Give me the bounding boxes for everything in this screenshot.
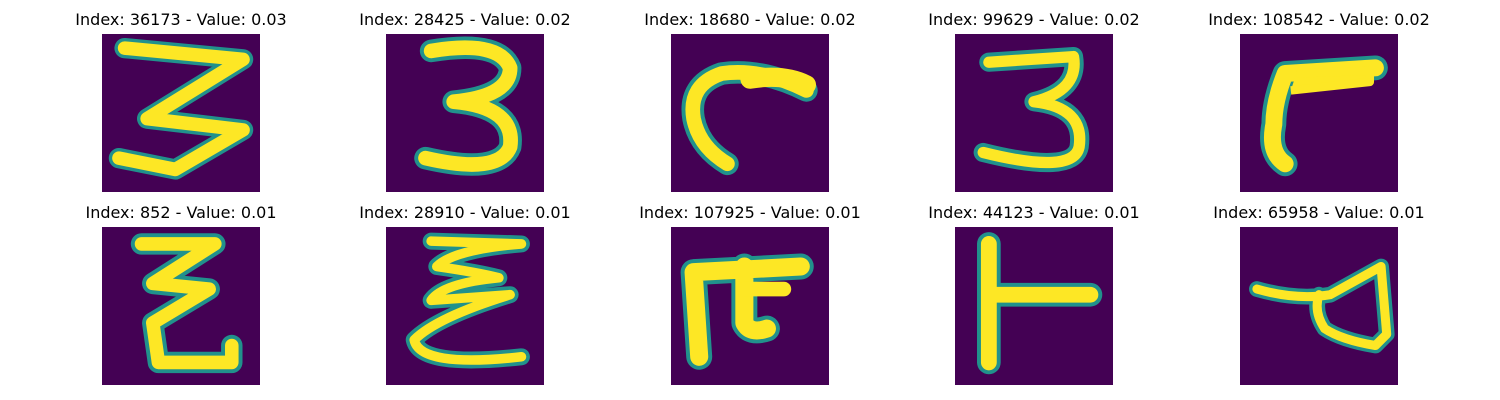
- panel-title: Index: 28425 - Value: 0.02: [359, 10, 571, 29]
- panel-6: Index: 852 - Value: 0.01: [39, 203, 323, 385]
- panel-1: Index: 36173 - Value: 0.03: [39, 10, 323, 192]
- digit-stroke-image: [386, 34, 544, 192]
- digit-stroke-image: [102, 34, 260, 192]
- digit-stroke-image: [955, 227, 1113, 385]
- panel-title: Index: 107925 - Value: 0.01: [639, 203, 861, 222]
- panel-title: Index: 28910 - Value: 0.01: [359, 203, 571, 222]
- digit-image: [671, 227, 829, 385]
- digit-image: [386, 227, 544, 385]
- digit-image: [955, 227, 1113, 385]
- digit-stroke-image: [1240, 227, 1398, 385]
- digit-image: [386, 34, 544, 192]
- panel-5: Index: 108542 - Value: 0.02: [1177, 10, 1461, 192]
- digit-stroke-image: [955, 34, 1113, 192]
- digit-image: [955, 34, 1113, 192]
- digit-stroke-image: [671, 227, 829, 385]
- panel-4: Index: 99629 - Value: 0.02: [892, 10, 1176, 192]
- panel-10: Index: 65958 - Value: 0.01: [1177, 203, 1461, 385]
- panel-3: Index: 18680 - Value: 0.02: [608, 10, 892, 192]
- panel-2: Index: 28425 - Value: 0.02: [323, 10, 607, 192]
- panel-title: Index: 99629 - Value: 0.02: [928, 10, 1140, 29]
- panel-8: Index: 107925 - Value: 0.01: [608, 203, 892, 385]
- digit-image: [102, 227, 260, 385]
- panel-title: Index: 36173 - Value: 0.03: [75, 10, 287, 29]
- digit-image: [102, 34, 260, 192]
- digit-image: [1240, 227, 1398, 385]
- panel-9: Index: 44123 - Value: 0.01: [892, 203, 1176, 385]
- digit-image: [671, 34, 829, 192]
- digit-stroke-image: [1240, 34, 1398, 192]
- panel-title: Index: 44123 - Value: 0.01: [928, 203, 1140, 222]
- panel-7: Index: 28910 - Value: 0.01: [323, 203, 607, 385]
- panel-title: Index: 65958 - Value: 0.01: [1213, 203, 1425, 222]
- panel-title: Index: 108542 - Value: 0.02: [1208, 10, 1430, 29]
- digit-stroke-image: [671, 34, 829, 192]
- panel-title: Index: 18680 - Value: 0.02: [644, 10, 856, 29]
- digit-stroke-image: [102, 227, 260, 385]
- panel-title: Index: 852 - Value: 0.01: [85, 203, 277, 222]
- digit-stroke-image: [386, 227, 544, 385]
- digit-image: [1240, 34, 1398, 192]
